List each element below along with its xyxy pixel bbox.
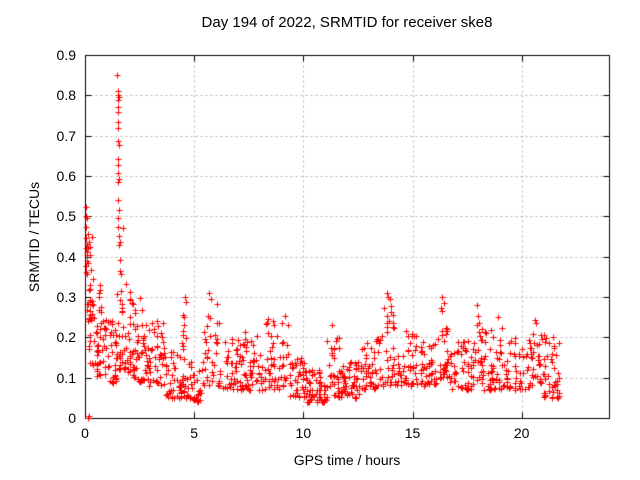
x-axis-label: GPS time / hours [293,452,401,468]
x-tick-label: 10 [295,425,312,441]
y-tick-label: 0.3 [56,289,76,305]
x-tick-label: 5 [190,425,199,441]
x-tick-label: 0 [81,425,89,441]
y-tick-label: 0 [68,410,76,426]
x-tick-label: 15 [404,425,421,441]
y-tick-label: 0.9 [56,47,76,63]
x-tick-label: 20 [513,425,530,441]
chart-title: Day 194 of 2022, SRMTID for receiver ske… [201,14,493,31]
y-tick-label: 0.8 [56,87,76,104]
y-tick-label: 0.2 [56,329,76,346]
y-tick-label: 0.6 [56,168,76,184]
y-tick-label: 0.5 [56,208,76,225]
y-tick-label: 0.1 [56,369,76,386]
y-tick-label: 0.7 [56,127,76,144]
y-tick-label: 0.4 [56,248,76,265]
